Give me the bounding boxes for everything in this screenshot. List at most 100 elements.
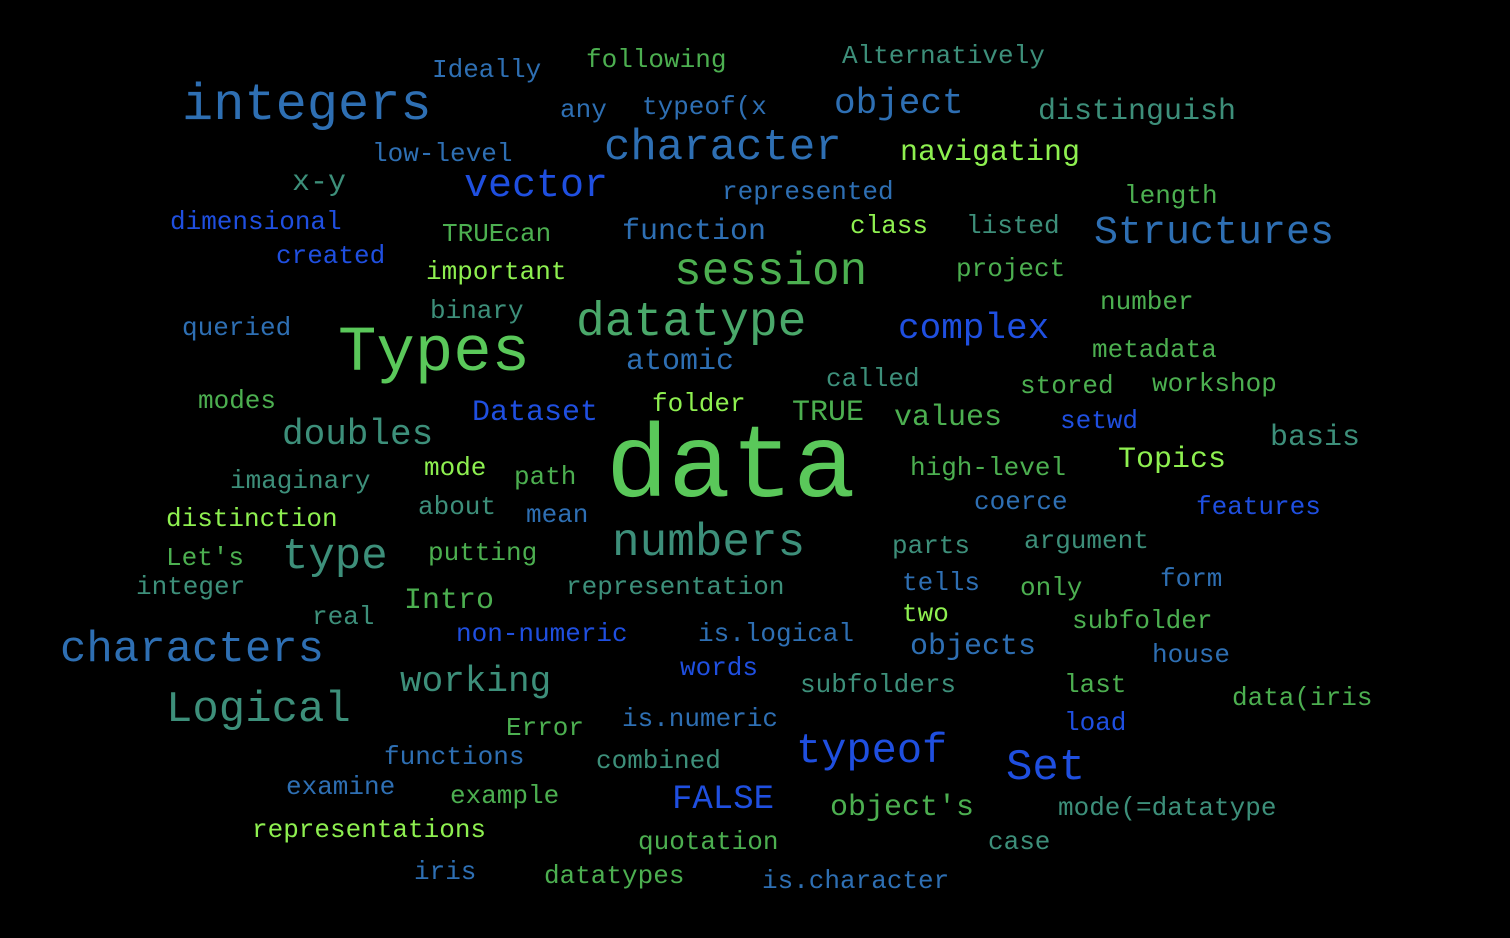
word-working: working xyxy=(400,661,552,703)
word-combined: combined xyxy=(596,746,721,777)
word-coerce: coerce xyxy=(974,487,1068,518)
word-functions: functions xyxy=(384,742,525,773)
word-binary: binary xyxy=(430,296,524,327)
word-class: class xyxy=(850,211,929,242)
word-datatype: datatype xyxy=(576,295,807,350)
word-last: last xyxy=(1064,670,1127,701)
word-any: any xyxy=(560,95,607,126)
word-typeof: typeof xyxy=(796,727,948,776)
word-types: Types xyxy=(338,317,531,390)
word-called: called xyxy=(826,364,920,395)
word-dimensional: dimensional xyxy=(170,207,342,238)
word-objects: objects xyxy=(910,630,1037,664)
word-navigating: navigating xyxy=(900,136,1081,170)
word-length: length xyxy=(1124,181,1218,212)
word-case: case xyxy=(988,827,1051,858)
word-ideally: Ideally xyxy=(432,55,542,86)
word-number: number xyxy=(1100,287,1194,318)
word-is-character: is.character xyxy=(762,866,950,897)
word-logical: Logical xyxy=(166,684,351,735)
word-path: path xyxy=(514,462,577,493)
word-important: important xyxy=(426,257,567,288)
word-high-level: high-level xyxy=(910,453,1067,484)
word-mode: mode xyxy=(424,453,487,484)
word-example: example xyxy=(450,781,560,812)
word-representations: representations xyxy=(252,815,487,846)
word-workshop: workshop xyxy=(1152,369,1277,400)
word-low-level: low-level xyxy=(372,139,513,170)
word-error: Error xyxy=(506,713,585,744)
word-subfolder: subfolder xyxy=(1072,606,1213,637)
word-complex: complex xyxy=(898,308,1050,350)
word-truecan: TRUEcan xyxy=(442,219,552,250)
word-data-iris: data(iris xyxy=(1232,683,1373,714)
word-form: form xyxy=(1160,564,1223,595)
word-examine: examine xyxy=(286,772,396,803)
word-folder: folder xyxy=(652,389,746,420)
word-x-y: x-y xyxy=(292,166,347,200)
word-function: function xyxy=(622,215,767,249)
word-let-s: Let's xyxy=(166,543,245,574)
word-false: FALSE xyxy=(672,780,775,819)
word-load: load xyxy=(1064,708,1127,739)
word-modes: modes xyxy=(198,386,277,417)
word-object-s: object's xyxy=(830,791,975,825)
word-metadata: metadata xyxy=(1092,335,1217,366)
word-integers: integers xyxy=(182,76,432,136)
word-argument: argument xyxy=(1024,526,1149,557)
word-basis: basis xyxy=(1270,421,1361,455)
word-values: values xyxy=(894,401,1003,435)
word-is-numeric: is.numeric xyxy=(622,704,779,735)
word-alternatively: Alternatively xyxy=(842,41,1045,72)
word-distinction: distinction xyxy=(166,504,338,535)
word-representation: representation xyxy=(566,572,785,603)
word-type: type xyxy=(282,531,388,582)
word-non-numeric: non-numeric xyxy=(456,619,628,650)
word-is-logical: is.logical xyxy=(698,619,855,650)
word-created: created xyxy=(276,241,386,272)
word-tells: tells xyxy=(902,568,981,599)
word-only: only xyxy=(1020,573,1083,604)
word-set: Set xyxy=(1006,742,1086,793)
word-mean: mean xyxy=(526,500,589,531)
word-project: project xyxy=(956,254,1066,285)
word-structures: Structures xyxy=(1094,211,1335,256)
word-intro: Intro xyxy=(404,584,495,618)
word-topics: Topics xyxy=(1118,443,1227,477)
word-stored: stored xyxy=(1020,371,1114,402)
word-features: features xyxy=(1196,492,1321,523)
word-parts: parts xyxy=(892,531,971,562)
word-mode-datatype: mode(=datatype xyxy=(1058,793,1277,824)
word-iris: iris xyxy=(414,857,477,888)
word-putting: putting xyxy=(428,538,538,569)
word-object: object xyxy=(834,83,964,125)
word-real: real xyxy=(312,602,375,633)
word-following: following xyxy=(586,45,727,76)
word-setwd: setwd xyxy=(1060,406,1139,437)
word-about: about xyxy=(418,492,497,523)
word-typeof-x: typeof(x xyxy=(642,92,767,123)
word-queried: queried xyxy=(182,313,292,344)
word-subfolders: subfolders xyxy=(800,670,957,701)
word-quotation: quotation xyxy=(638,827,779,858)
word-two: two xyxy=(902,599,949,630)
word-numbers: numbers xyxy=(612,517,806,570)
word-distinguish: distinguish xyxy=(1038,95,1237,129)
word-true: TRUE xyxy=(792,396,865,430)
word-dataset: Dataset xyxy=(472,396,599,430)
word-vector: vector xyxy=(464,164,609,209)
word-datatypes: datatypes xyxy=(544,861,685,892)
word-atomic: atomic xyxy=(626,345,735,379)
word-doubles: doubles xyxy=(282,414,434,456)
word-integer: integer xyxy=(136,572,246,603)
word-words: words xyxy=(680,653,759,684)
word-data: data xyxy=(606,409,856,528)
word-represented: represented xyxy=(722,177,894,208)
word-session: session xyxy=(674,246,868,299)
word-listed: listed xyxy=(966,211,1060,242)
word-characters: characters xyxy=(60,624,325,675)
word-house: house xyxy=(1152,640,1231,671)
word-character: character xyxy=(604,122,842,173)
word-imaginary: imaginary xyxy=(230,466,371,497)
